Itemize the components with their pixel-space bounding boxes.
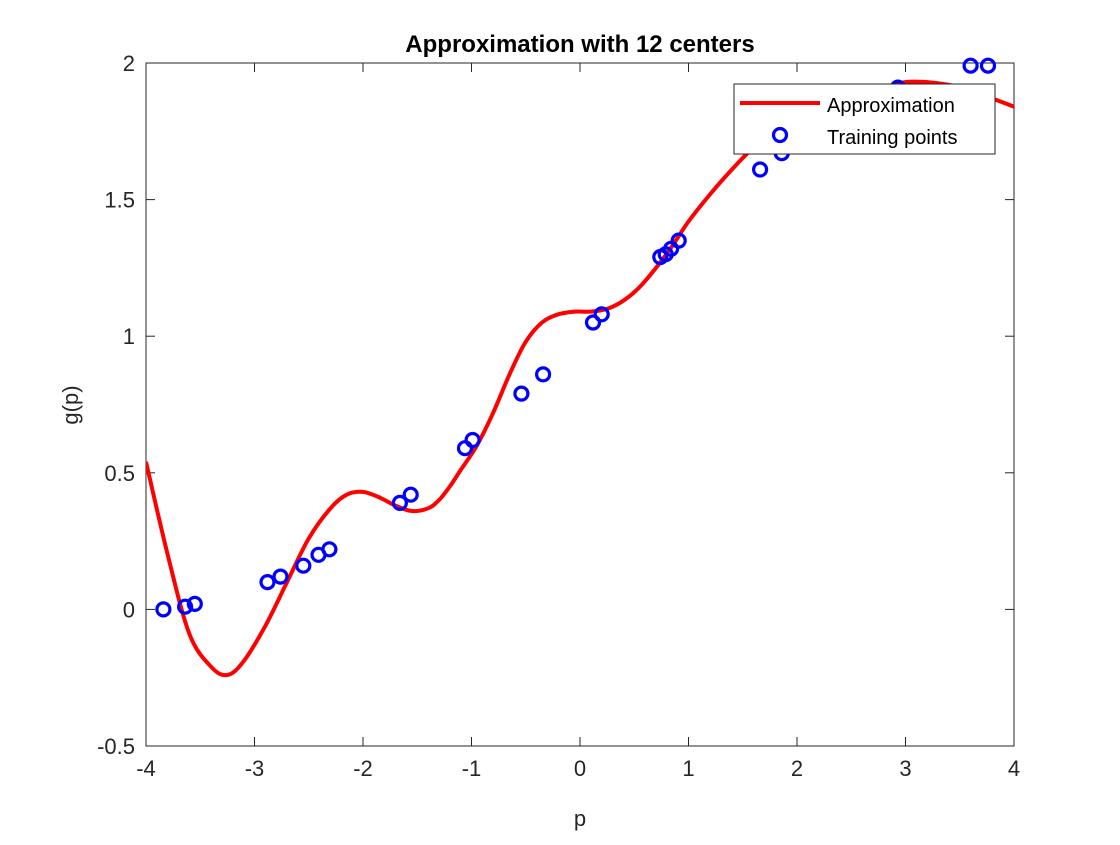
y-axis-ticks: -0.5 0 0.5 1 1.5 2 bbox=[97, 51, 1014, 759]
legend-label-training-points: Training points bbox=[827, 127, 957, 149]
x-tick-label: 4 bbox=[1008, 756, 1020, 781]
training-point bbox=[177, 598, 194, 615]
y-tick-label: 2 bbox=[123, 51, 135, 76]
training-point bbox=[259, 573, 276, 591]
training-point bbox=[272, 568, 289, 585]
training-point bbox=[186, 595, 203, 613]
training-point bbox=[513, 385, 530, 402]
y-axis-label: g(p) bbox=[58, 385, 83, 424]
x-axis-ticks: -4 -3 -2 -1 0 1 2 3 4 bbox=[136, 63, 1020, 781]
training-point bbox=[464, 431, 481, 449]
training-point bbox=[391, 494, 408, 511]
x-tick-label: 0 bbox=[574, 756, 586, 781]
x-tick-label: -3 bbox=[245, 756, 265, 781]
y-tick-label: -0.5 bbox=[97, 734, 135, 759]
x-tick-label: -1 bbox=[462, 756, 482, 781]
training-point bbox=[751, 161, 769, 178]
x-tick-label: -4 bbox=[136, 756, 156, 781]
training-point bbox=[155, 601, 172, 618]
x-tick-label: 2 bbox=[791, 756, 803, 781]
training-point bbox=[979, 57, 997, 74]
chart-title: Approximation with 12 centers bbox=[405, 31, 754, 58]
y-tick-label: 0.5 bbox=[104, 461, 135, 486]
y-tick-label: 1.5 bbox=[104, 188, 135, 213]
training-point bbox=[593, 306, 610, 323]
x-tick-label: 3 bbox=[899, 756, 911, 781]
legend-label-approximation: Approximation bbox=[827, 95, 955, 117]
training-point bbox=[962, 57, 979, 74]
training-point bbox=[584, 314, 602, 331]
plot-area bbox=[145, 62, 1015, 747]
x-axis-label: p bbox=[574, 806, 586, 831]
x-tick-label: -2 bbox=[353, 756, 373, 781]
x-tick-label: 1 bbox=[682, 756, 694, 781]
legend: Approximation Training points bbox=[733, 83, 996, 155]
training-point bbox=[402, 486, 419, 503]
training-point bbox=[295, 557, 312, 574]
legend-marker-swatch bbox=[771, 126, 789, 144]
training-point bbox=[670, 232, 687, 249]
training-point bbox=[534, 366, 552, 383]
y-tick-label: 0 bbox=[123, 597, 135, 622]
training-point bbox=[321, 541, 338, 558]
y-tick-label: 1 bbox=[123, 324, 135, 349]
